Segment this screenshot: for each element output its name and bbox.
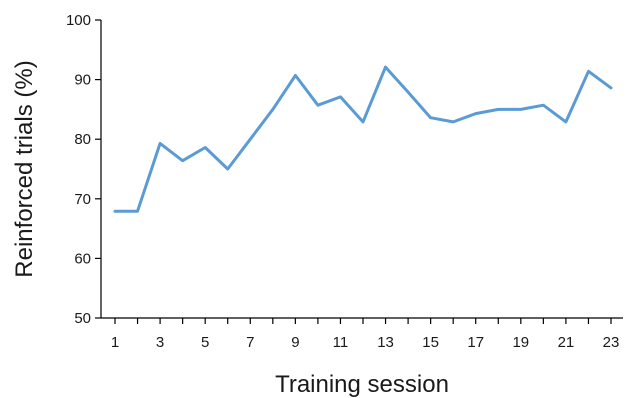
y-axis-ticks: 50 60 70 80 90 100 bbox=[66, 12, 101, 327]
y-tick-label: 90 bbox=[74, 72, 91, 89]
x-tick-label: 19 bbox=[512, 334, 529, 351]
x-tick-label: 23 bbox=[603, 334, 620, 351]
series-group bbox=[113, 65, 613, 213]
y-tick-label: 100 bbox=[66, 12, 91, 29]
x-tick-label: 7 bbox=[246, 334, 254, 351]
x-tick-label: 13 bbox=[377, 334, 394, 351]
x-tick-label: 11 bbox=[333, 334, 349, 351]
x-axis-ticks: 1 3 5 7 9 11 13 15 17 19 21 23 bbox=[111, 318, 620, 351]
y-axis-title: Reinforced trials (%) bbox=[11, 60, 38, 277]
x-tick-label: 1 bbox=[111, 334, 119, 351]
y-tick-label: 60 bbox=[74, 250, 91, 267]
x-tick-label: 3 bbox=[156, 334, 164, 351]
x-tick-label: 21 bbox=[558, 334, 575, 351]
y-tick-label: 70 bbox=[74, 191, 91, 208]
axes bbox=[100, 20, 623, 319]
x-tick-label: 15 bbox=[422, 334, 439, 351]
x-axis-title: Training session bbox=[275, 371, 449, 398]
y-tick-label: 50 bbox=[74, 310, 91, 327]
y-tick-label: 80 bbox=[74, 131, 91, 148]
x-tick-label: 17 bbox=[467, 334, 484, 351]
x-tick-label: 5 bbox=[201, 334, 209, 351]
series-line bbox=[113, 65, 613, 213]
x-tick-label: 9 bbox=[291, 334, 299, 351]
